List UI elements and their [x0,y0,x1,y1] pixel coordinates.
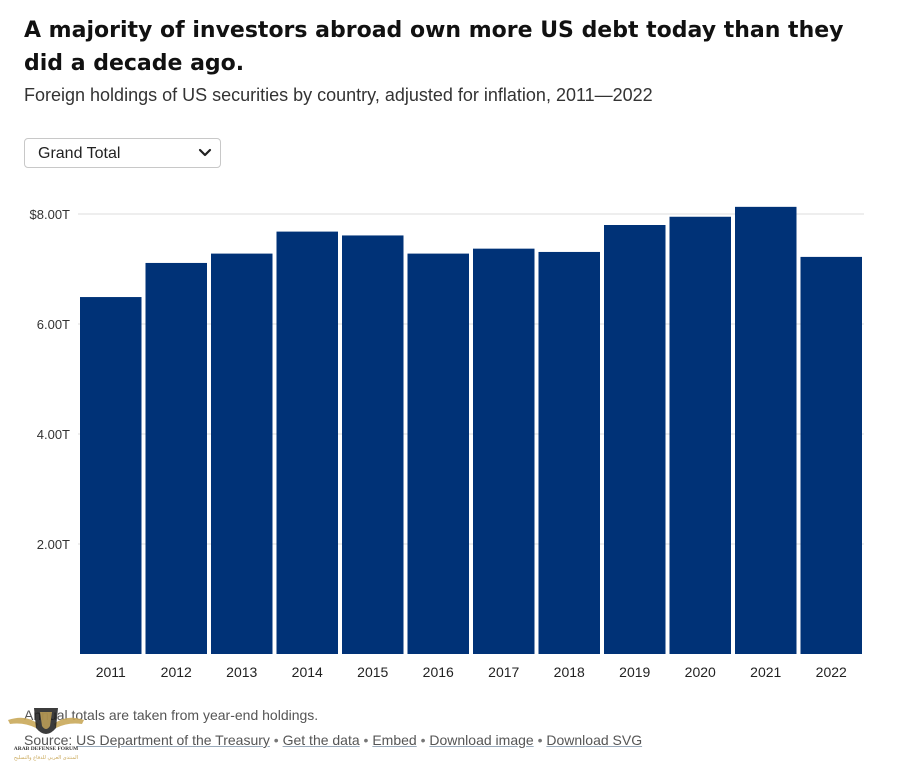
bar-2012[interactable] [145,262,208,654]
x-tick-label: 2014 [292,664,323,680]
y-tick-label: 6.00T [37,317,70,332]
y-tick-label: 4.00T [37,427,70,442]
download-svg-link[interactable]: Download SVG [546,732,643,748]
chevron-down-icon [198,148,212,157]
country-select[interactable]: Grand Total [24,138,221,168]
chart-notes: Annual totals are taken from year-end ho… [24,707,319,723]
source-line: Source: US Department of the Treasury • … [24,732,642,748]
get-data-link[interactable]: Get the data [282,732,360,748]
bar-2020[interactable] [669,216,732,654]
x-tick-label: 2013 [226,664,257,680]
x-tick-label: 2017 [488,664,519,680]
bars [80,206,863,654]
separator: • [533,732,547,748]
x-tick-label: 2011 [96,664,126,680]
y-tick-label: 2.00T [37,537,70,552]
watermark-text: ARAB DEFENSE FORUM [14,746,79,752]
x-axis-ticks: 2011 2012 2013 2014 2015 2016 2017 2018 2019 2020… [96,664,847,680]
bar-2011[interactable] [80,297,142,654]
x-tick-label: 2020 [685,664,716,680]
watermark-subtext: المنتدى العربي للدفاع والتسليح [14,755,78,761]
bar-2018[interactable] [538,251,601,654]
bar-2016[interactable] [407,253,470,654]
watermark-logo: ARAB DEFENSE FORUM المنتدى العربي للدفاع… [8,708,84,761]
x-tick-label: 2018 [554,664,585,680]
bar-2019[interactable] [604,225,666,654]
chart-subtitle: Foreign holdings of US securities by cou… [24,85,653,105]
x-tick-label: 2019 [619,664,650,680]
bar-2022[interactable] [800,256,863,654]
bar-2014[interactable] [276,231,339,654]
country-select-value: Grand Total [38,145,121,162]
bar-2021[interactable] [735,206,797,654]
embed-link[interactable]: Embed [372,732,417,748]
separator: • [416,732,430,748]
x-tick-label: 2015 [357,664,388,680]
bar-2015[interactable] [342,235,404,654]
bar-2017[interactable] [473,248,535,654]
source-link[interactable]: US Department of the Treasury [76,732,270,748]
y-tick-label: $8.00T [30,207,71,222]
x-tick-label: 2022 [816,664,847,680]
separator: • [359,732,373,748]
download-image-link[interactable]: Download image [429,732,534,748]
bar-2013[interactable] [211,253,273,654]
x-tick-label: 2012 [161,664,192,680]
x-tick-label: 2021 [750,664,781,680]
x-tick-label: 2016 [423,664,454,680]
y-axis-ticks: 2.00T 4.00T 6.00T $8.00T [30,207,71,552]
chart-title: A majority of investors abroad own more … [24,18,844,76]
grid-lines [78,213,864,545]
separator: • [269,732,283,748]
source-label: Source: [24,732,73,748]
